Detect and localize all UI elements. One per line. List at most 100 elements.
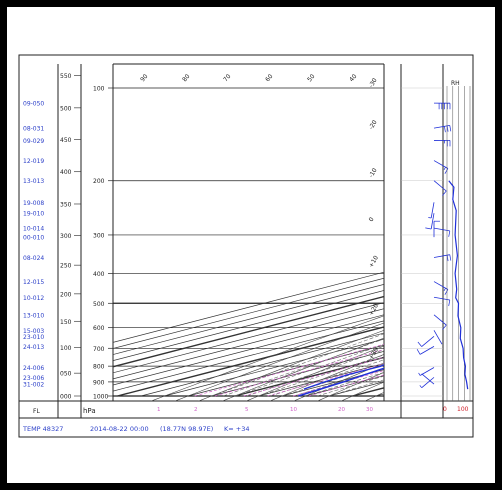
dry-adiabat-label: 50 <box>306 73 316 83</box>
mixing-ratio-label: 20 <box>338 407 345 413</box>
mixing-ratio-label: 5 <box>245 407 249 413</box>
mixing-ratio-line <box>267 363 384 397</box>
wind-barb-feather <box>449 125 452 132</box>
moist-adiabat-line <box>270 359 384 397</box>
wind-barb-feather <box>418 372 421 376</box>
wind-label: 08-031 <box>23 126 44 133</box>
isotherm-line <box>113 308 384 380</box>
rh-tick-label: 100 <box>457 406 469 413</box>
skewt-grid <box>113 87 384 401</box>
wind-label: 19-008 <box>23 200 44 207</box>
fl-tick-label: 500 <box>60 105 72 112</box>
fl-tick-label: 200 <box>60 291 72 298</box>
isotherm-label: -20 <box>368 119 379 131</box>
pressure-tick-label: 300 <box>93 233 105 240</box>
wind-label: 13-013 <box>23 178 44 185</box>
rh-tick-label: 0 <box>443 406 447 413</box>
wind-barb <box>430 202 435 219</box>
fl-tick-label: 450 <box>60 137 72 144</box>
pressure-tick-label: 700 <box>93 346 105 353</box>
dry-adiabat-label: 70 <box>222 73 232 83</box>
wind-barb <box>421 335 435 347</box>
wind-label: 09-050 <box>23 101 44 108</box>
sounding-profiles <box>298 364 384 397</box>
wind-label: 00-010 <box>23 235 44 242</box>
rh-panel: 0 100 <box>443 86 471 413</box>
footer-datetime: 2014-08-22 00:00 <box>90 425 149 433</box>
moist-adiabat-line <box>317 375 384 397</box>
wind-label: 19-010 <box>23 211 44 218</box>
wind-barb <box>419 346 435 355</box>
moist-adiabat-line <box>258 354 384 397</box>
wind-barb-feather <box>449 254 452 261</box>
wind-barb-feather <box>442 190 447 196</box>
dry-adiabat-label: 90 <box>139 73 149 83</box>
pressure-tick-label: 1000 <box>93 394 108 401</box>
dry-adiabat-line <box>221 337 384 401</box>
wind-label: 10-012 <box>23 295 44 302</box>
mixing-ratio-label: 1 <box>157 407 161 413</box>
wind-barb-feather <box>444 126 446 133</box>
wind-label: 10-014 <box>23 226 44 233</box>
rh-profile-line <box>448 180 469 390</box>
wind-label: 24-006 <box>23 365 44 372</box>
isotherm-line <box>113 283 384 355</box>
isotherm-line <box>113 295 384 368</box>
mixing-ratio-label: 10 <box>290 407 297 413</box>
mixing-ratio-line <box>243 356 384 397</box>
footer-k-index: K= +34 <box>224 425 250 433</box>
fl-tick-label: 000 <box>60 394 72 401</box>
fl-tick-label: 350 <box>60 202 72 209</box>
wind-barb-feather <box>442 324 447 330</box>
pressure-tick-label: 600 <box>93 325 105 332</box>
footer-location: (18.77N 98.97E) <box>160 425 213 433</box>
wind-barbs <box>416 102 452 389</box>
fl-unit-label: FL <box>33 408 40 415</box>
temperature-profile-line <box>298 367 384 397</box>
moist-adiabat-line <box>246 349 384 397</box>
wind-barb <box>421 377 435 389</box>
dry-adiabat-label: 80 <box>181 73 191 83</box>
wind-barb-feather <box>417 341 422 347</box>
pressure-tick-label: 500 <box>93 301 105 308</box>
fl-tick-label: 050 <box>60 371 72 378</box>
wind-barb <box>430 213 435 230</box>
isotherm-line <box>113 320 384 392</box>
isotherm-label: -10 <box>368 167 379 179</box>
pressure-tick-label: 100 <box>93 86 105 93</box>
wind-barb-feather <box>428 217 432 219</box>
footer-bar: TEMP 48327 2014-08-22 00:00 (18.77N 98.9… <box>22 425 250 433</box>
mixing-ratio-line <box>308 374 384 397</box>
rh-title: RH <box>451 80 460 87</box>
wind-label: 12-015 <box>23 279 44 286</box>
wind-barb-feather <box>448 299 451 307</box>
wind-label: 31-002 <box>23 382 44 389</box>
wind-barb-feather <box>425 227 432 230</box>
wind-barb <box>433 180 447 192</box>
wind-barb-feather <box>444 289 449 295</box>
isotherm-line <box>113 314 384 386</box>
fl-tick-label: 400 <box>60 169 72 176</box>
isotherm-label: 0 <box>368 216 376 223</box>
isotherm-line <box>113 290 384 362</box>
wind-label: 15-003 <box>23 328 44 335</box>
mixing-ratio-label: 30 <box>366 407 373 413</box>
wind-label: 13-010 <box>23 312 44 319</box>
wind-barb-feather <box>446 255 449 262</box>
axis-labels: 1000900800700600500400300200100000050100… <box>23 73 380 413</box>
wind-barb <box>433 330 443 345</box>
chart-panel <box>18 54 474 438</box>
dry-adiabat-label: 40 <box>348 73 358 83</box>
pressure-unit-label: hPa <box>83 407 96 415</box>
pressure-tick-label: 200 <box>93 178 105 185</box>
pressure-tick-label: 900 <box>93 379 105 386</box>
fl-tick-label: 250 <box>60 263 72 270</box>
moist-adiabat-line <box>305 372 384 397</box>
wind-barb-feather <box>446 125 449 132</box>
wind-label: 23-006 <box>23 375 44 382</box>
footer-station: TEMP 48327 <box>22 425 63 433</box>
fl-tick-label: 150 <box>60 319 72 326</box>
isotherm-line <box>117 326 384 397</box>
